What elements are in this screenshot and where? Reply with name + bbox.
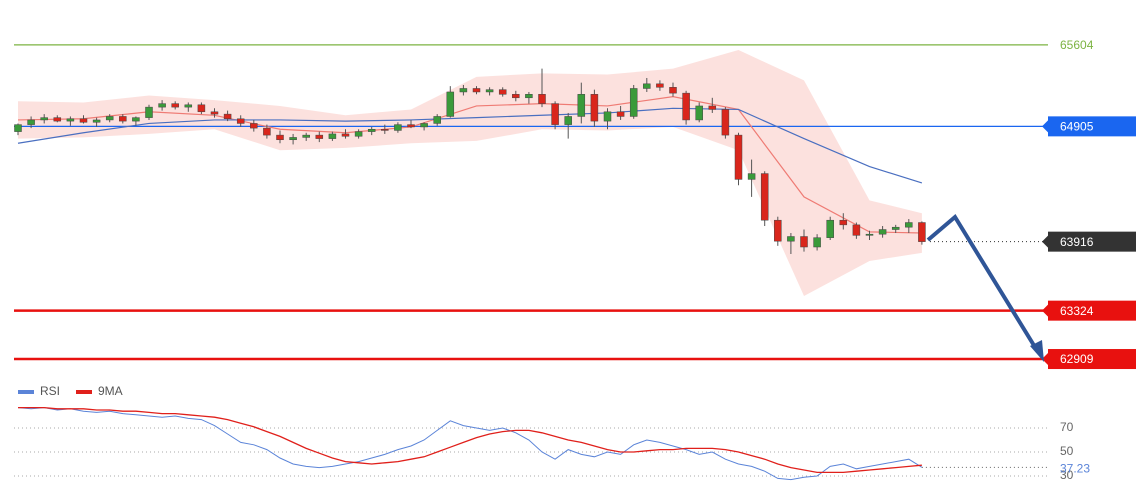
price-panel: 65604 64905 63916 63324 62909 [14, 38, 1136, 370]
indicator-line [18, 406, 922, 474]
candle-body [289, 137, 297, 141]
candle-body [839, 219, 848, 226]
candle-body [394, 124, 402, 131]
candle-body [40, 117, 48, 121]
candle-body [53, 117, 62, 122]
candle-body [119, 116, 127, 122]
y-tick-label: 70 [1060, 420, 1074, 434]
indicator-line [17, 407, 923, 481]
candle-body [302, 134, 310, 138]
rsi-panel: 70 50 30 RSI 9MA 37.23 [14, 384, 1090, 482]
candle-body [826, 219, 834, 238]
candle-body [498, 89, 507, 95]
candle-body [420, 123, 428, 128]
candle-body [512, 94, 520, 99]
candle-body [105, 116, 114, 121]
candle-body [734, 134, 743, 180]
candle-body [564, 116, 572, 125]
candle-body [721, 109, 730, 136]
candle-body [250, 123, 258, 129]
arrow-head [1030, 340, 1044, 362]
moving-average [17, 107, 923, 184]
candle-body [813, 237, 821, 248]
level-label: 62909 [1060, 352, 1094, 366]
level-label-pointer [1042, 235, 1048, 248]
candle-body [263, 127, 271, 136]
candle-body [918, 222, 926, 242]
level-label-pointer [1042, 120, 1048, 133]
candle-body [92, 119, 101, 123]
level-label-pointer [1042, 353, 1048, 366]
candle-body [433, 116, 441, 124]
candle-body [525, 94, 533, 99]
candle-body [905, 222, 913, 228]
candle-body [577, 94, 586, 117]
last-value-label: 37.23 [1060, 461, 1090, 475]
level-label-box [1048, 116, 1136, 137]
level-label-box [1048, 300, 1136, 321]
candle-body [891, 226, 900, 230]
candle-body [682, 92, 690, 121]
candle-body [760, 173, 769, 221]
candle-body [708, 105, 717, 110]
candle-body [787, 236, 795, 242]
level-label: 63324 [1060, 304, 1094, 318]
candle-body [276, 134, 284, 141]
candle-body [459, 88, 468, 93]
candle-body [197, 104, 206, 113]
candle-body [603, 111, 612, 122]
moving-average [17, 96, 922, 234]
candle-body [852, 224, 861, 236]
candle-body [472, 88, 481, 93]
candle-body [616, 111, 625, 117]
candle-body [341, 133, 350, 137]
candle-body [407, 124, 415, 128]
y-tick-label: 50 [1060, 444, 1074, 458]
forecast-arrow [926, 213, 1040, 354]
candle-body [485, 89, 494, 93]
candle-body [629, 88, 638, 117]
candle-body [66, 118, 75, 122]
candle-body [656, 83, 664, 88]
level-label: 65604 [1060, 38, 1094, 52]
level-label-box [1048, 231, 1136, 252]
candle-body [878, 229, 887, 235]
candle-body [381, 129, 389, 131]
candle-body [210, 111, 219, 115]
candle-body [800, 236, 808, 248]
candle-body [158, 103, 166, 108]
candle-body [171, 103, 179, 108]
candle-body [367, 129, 376, 132]
candle-body [551, 103, 559, 125]
y-tick-label: 30 [1060, 468, 1074, 482]
candle-body [354, 131, 363, 137]
candle-body [223, 113, 232, 120]
legend-label: RSI [40, 384, 60, 398]
candle-body [643, 83, 651, 89]
candle-body [669, 87, 677, 94]
candle-body [315, 134, 324, 139]
level-label-pointer [1042, 304, 1048, 317]
candle-body [328, 133, 337, 139]
candle-body [184, 104, 193, 108]
candle-body [865, 233, 874, 236]
candle-body [747, 173, 756, 180]
candle-body [446, 91, 455, 117]
candle-body [538, 94, 546, 104]
candle-body [79, 118, 88, 123]
level-label: 63916 [1060, 235, 1094, 249]
level-label-box [1048, 349, 1136, 370]
candle-body [774, 219, 782, 242]
candle-body [695, 105, 703, 121]
level-label: 64905 [1060, 120, 1094, 134]
candle-body [236, 118, 245, 124]
candle-body [590, 94, 599, 122]
candle-body [27, 119, 35, 125]
candle-body [14, 124, 22, 132]
candle-body [145, 106, 153, 118]
candle-body [132, 117, 140, 122]
legend-label: 9MA [98, 384, 123, 398]
